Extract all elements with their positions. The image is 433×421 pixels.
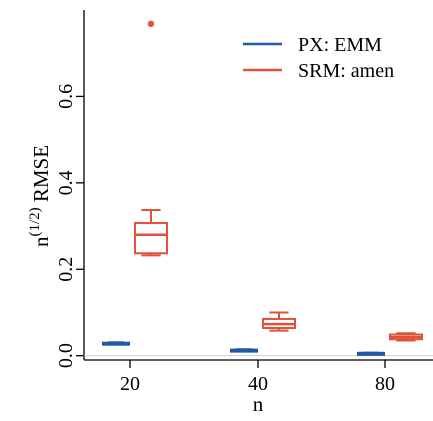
legend-label-srm-amen: SRM: amen [298,60,394,82]
y-axis-title-superscript: (1/2) [27,207,43,236]
y-axis-ticks: 0.0 0.2 0.4 0.6 [55,84,84,368]
x-tick-label: 20 [120,373,140,395]
legend-label-px-emm: PX: EMM [298,34,382,56]
y-axis-title-suffix: RMSE [29,145,53,207]
y-tick-label: 0.6 [55,84,77,109]
outlier-point [147,20,155,28]
y-tick-label: 0.0 [55,343,77,368]
y-axis-title-prefix: n [29,236,53,247]
box-group [102,341,130,346]
y-axis-title: n(1/2) RMSE [27,145,53,247]
box-group [262,311,296,332]
box-series-layer [102,20,423,356]
x-axis-ticks: 20 40 80 [120,360,395,395]
y-tick-label: 0.2 [55,257,77,282]
x-tick-label: 40 [248,373,268,395]
x-axis-title: n [253,392,264,416]
box-group [230,348,258,353]
legend: PX: EMM SRM: amen [243,34,394,82]
box-group [389,332,423,342]
box-iqr [134,222,168,255]
x-tick-label: 80 [375,373,395,395]
box-group [357,351,385,356]
box-group [134,20,168,257]
y-tick-label: 0.4 [55,170,77,195]
